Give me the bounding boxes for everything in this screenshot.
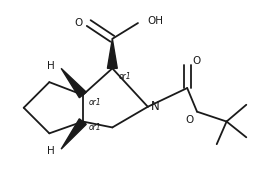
Text: N: N <box>151 100 160 113</box>
Text: O: O <box>192 56 200 66</box>
Text: H: H <box>48 61 55 71</box>
Polygon shape <box>107 39 117 68</box>
Text: O: O <box>75 18 83 28</box>
Text: or1: or1 <box>89 123 101 132</box>
Text: or1: or1 <box>118 72 131 81</box>
Text: O: O <box>185 114 193 124</box>
Text: or1: or1 <box>89 98 101 107</box>
Text: OH: OH <box>148 16 164 26</box>
Polygon shape <box>61 119 86 149</box>
Text: H: H <box>48 146 55 156</box>
Polygon shape <box>61 68 86 98</box>
